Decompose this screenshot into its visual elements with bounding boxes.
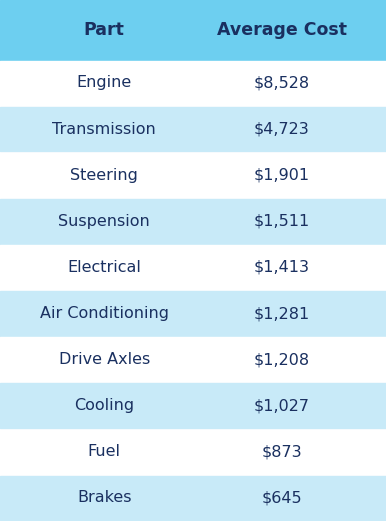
Text: $873: $873 xyxy=(261,444,302,460)
Bar xyxy=(0,245,386,290)
Text: $1,413: $1,413 xyxy=(254,260,310,275)
Text: Average Cost: Average Cost xyxy=(217,21,347,39)
Bar xyxy=(0,107,386,152)
Text: Cooling: Cooling xyxy=(74,398,134,413)
Text: Brakes: Brakes xyxy=(77,490,132,505)
Text: Fuel: Fuel xyxy=(88,444,121,460)
Text: $1,027: $1,027 xyxy=(254,398,310,413)
Text: $8,528: $8,528 xyxy=(254,76,310,91)
Text: Steering: Steering xyxy=(70,168,138,183)
Text: $1,281: $1,281 xyxy=(254,306,310,321)
Text: $1,901: $1,901 xyxy=(254,168,310,183)
Text: Engine: Engine xyxy=(76,76,132,91)
Text: $645: $645 xyxy=(261,490,302,505)
Text: $1,208: $1,208 xyxy=(254,352,310,367)
Text: Suspension: Suspension xyxy=(58,214,150,229)
Text: Part: Part xyxy=(84,21,125,39)
Bar xyxy=(0,0,386,60)
Bar xyxy=(0,476,386,520)
Text: Air Conditioning: Air Conditioning xyxy=(40,306,169,321)
Bar xyxy=(0,199,386,244)
Text: $1,511: $1,511 xyxy=(254,214,310,229)
Text: Drive Axles: Drive Axles xyxy=(59,352,150,367)
Bar xyxy=(0,153,386,197)
Bar xyxy=(0,383,386,428)
Bar xyxy=(0,429,386,474)
Bar xyxy=(0,338,386,382)
Text: $4,723: $4,723 xyxy=(254,121,310,137)
Text: Electrical: Electrical xyxy=(67,260,141,275)
Bar xyxy=(0,291,386,336)
Text: Transmission: Transmission xyxy=(52,121,156,137)
Bar xyxy=(0,61,386,105)
